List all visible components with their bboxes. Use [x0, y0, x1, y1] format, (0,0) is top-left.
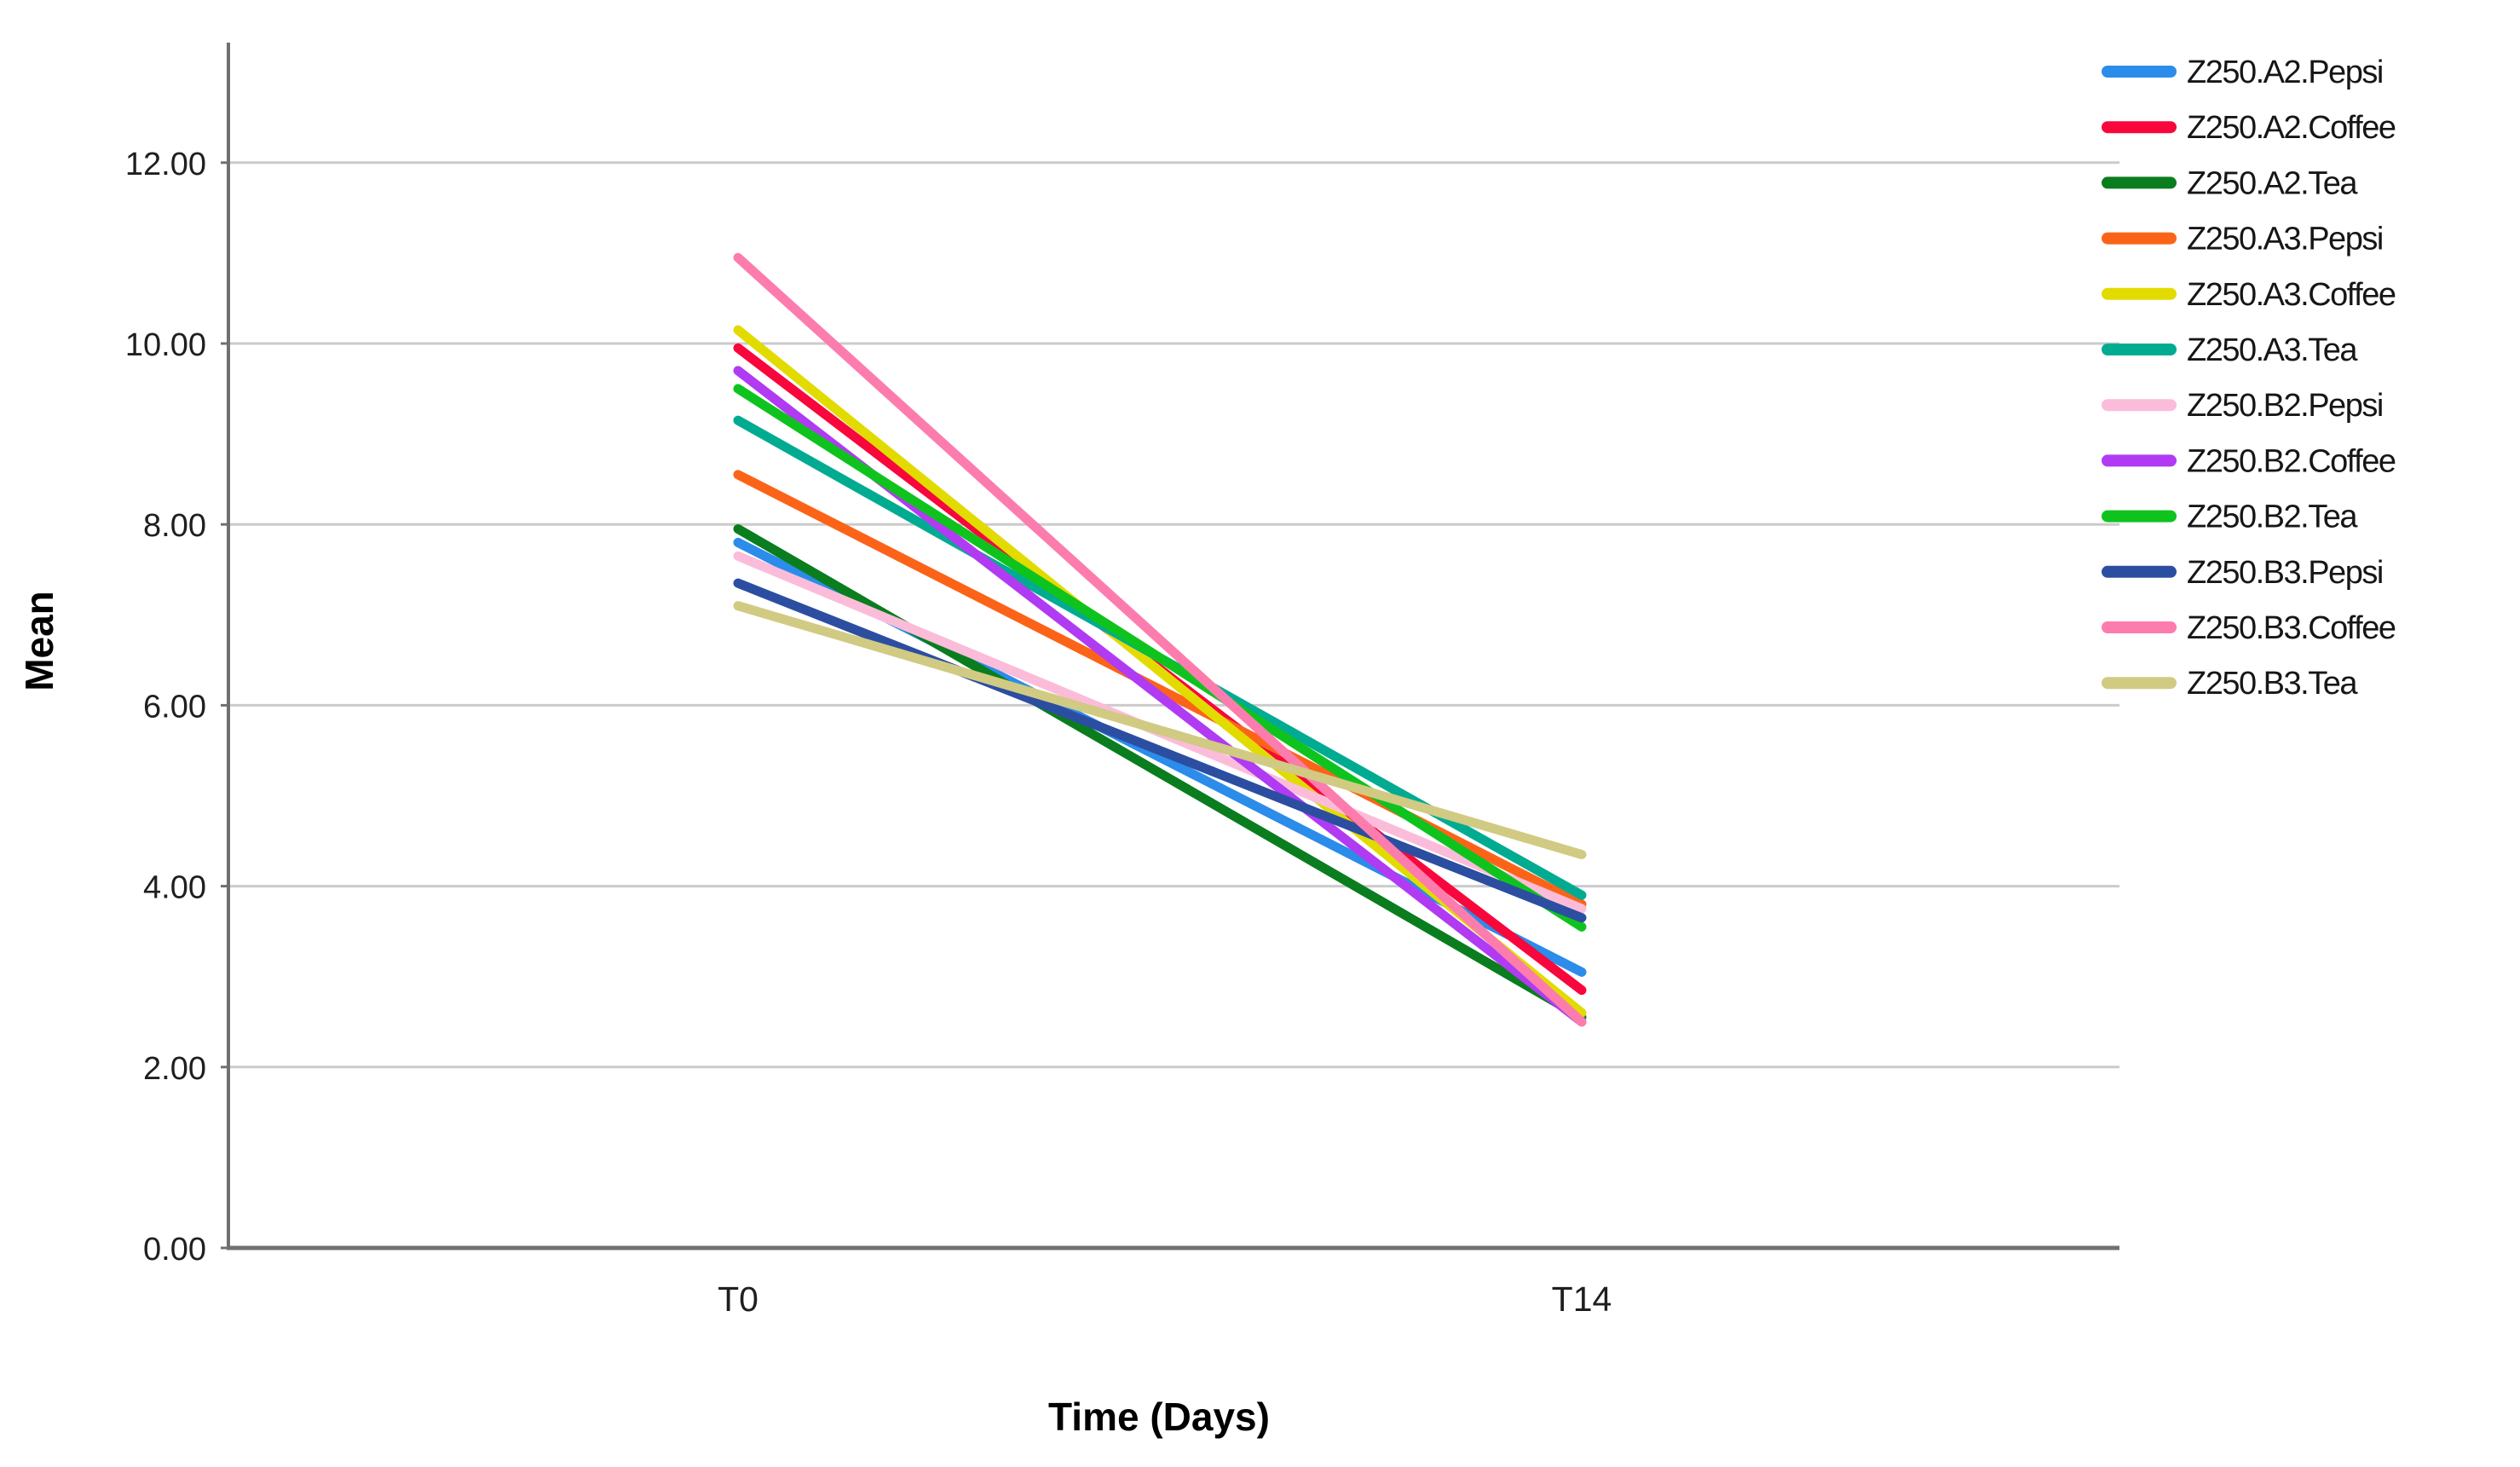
y-tick-label: 2.00 — [143, 1051, 206, 1087]
legend-item: Z250.A2.Tea — [2102, 165, 2360, 201]
legend-item: Z250.B2.Pepsi — [2102, 388, 2384, 424]
x-axis-title: Time (Days) — [1048, 1395, 1270, 1439]
axes — [221, 43, 2119, 1250]
legend-label: Z250.B2.Tea — [2187, 500, 2358, 535]
legend-label: Z250.B2.Pepsi — [2187, 388, 2383, 424]
legend-label: Z250.B3.Tea — [2187, 666, 2358, 702]
series-line-Z250.B3.Tea — [733, 601, 1587, 859]
legend-item: Z250.B2.Tea — [2102, 500, 2360, 535]
legend-label: Z250.A3.Coffee — [2187, 277, 2396, 313]
legend-swatch — [2102, 287, 2177, 300]
y-tick-label: 8.00 — [143, 508, 206, 544]
y-tick-label: 4.00 — [143, 870, 206, 906]
legend-label: Z250.B3.Pepsi — [2187, 555, 2383, 591]
legend-swatch — [2102, 510, 2177, 523]
legend-swatch — [2102, 677, 2177, 690]
legend-label: Z250.B3.Coffee — [2187, 610, 2396, 646]
y-tick-label: 0.00 — [143, 1232, 206, 1268]
series-line-Z250.A2.Tea — [733, 524, 1587, 1022]
tick-labels: 0.00 2.00 4.00 6.00 8.00 10.00 12.00 T0 T14 — [125, 147, 1612, 1319]
legend-item: Z250.B2.Coffee — [2102, 443, 2396, 479]
legend-label: Z250.B2.Coffee — [2187, 443, 2396, 479]
series-line-Z250.B3.Coffee — [733, 252, 1587, 1027]
legend-item: Z250.B3.Coffee — [2102, 610, 2396, 646]
series-lines — [733, 252, 1587, 1027]
y-axis-title: Mean — [17, 591, 61, 691]
y-tick-label: 12.00 — [125, 147, 206, 182]
legend-swatch — [2102, 565, 2177, 578]
legend-item: Z250.A3.Tea — [2102, 332, 2360, 368]
legend-item: Z250.A2.Pepsi — [2102, 55, 2384, 90]
legend: Z250.A2.Pepsi Z250.A2.Coffee Z250.A2.Tea Z2… — [2102, 55, 2396, 702]
series-line-Z250.A3.Pepsi — [733, 470, 1587, 910]
legend-item: Z250.B3.Tea — [2102, 666, 2360, 702]
legend-item: Z250.A3.Pepsi — [2102, 222, 2384, 257]
series-line-Z250.B3.Pepsi — [733, 578, 1587, 923]
y-tick-label: 6.00 — [143, 689, 206, 725]
legend-swatch — [2102, 232, 2177, 245]
legend-label: Z250.A2.Tea — [2187, 165, 2358, 201]
series-line-Z250.B2.Tea — [733, 384, 1587, 932]
legend-swatch — [2102, 121, 2177, 134]
x-tick-label: T14 — [1552, 1279, 1612, 1319]
legend-item: Z250.B3.Pepsi — [2102, 555, 2384, 591]
legend-swatch — [2102, 66, 2177, 78]
legend-swatch — [2102, 621, 2177, 633]
legend-label: Z250.A3.Tea — [2187, 332, 2358, 368]
gridlines — [228, 161, 2119, 1069]
legend-swatch — [2102, 399, 2177, 412]
y-tick-label: 10.00 — [125, 327, 206, 363]
x-tick-label: T0 — [718, 1279, 758, 1319]
legend-swatch — [2102, 344, 2177, 355]
legend-label: Z250.A2.Pepsi — [2187, 55, 2383, 90]
legend-label: Z250.A3.Pepsi — [2187, 222, 2383, 257]
legend-swatch — [2102, 176, 2177, 189]
legend-item: Z250.A2.Coffee — [2102, 110, 2396, 146]
legend-label: Z250.A2.Coffee — [2187, 110, 2396, 146]
legend-item: Z250.A3.Coffee — [2102, 277, 2396, 313]
legend-swatch — [2102, 454, 2177, 467]
